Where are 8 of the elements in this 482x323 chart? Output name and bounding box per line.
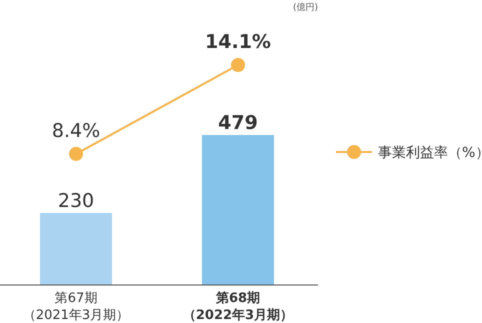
data-label: 479 [218, 112, 258, 134]
text: (億円) [292, 2, 318, 13]
data-label: 230 [58, 190, 94, 212]
x-tick-label: 第67期（2021年3月期） [22, 291, 130, 323]
data-label: 8.4% [52, 120, 100, 142]
x-tick-label: 第68期（2022年3月期） [182, 291, 294, 323]
legend-label: 事業利益率（%） [378, 145, 482, 161]
data-label: 14.1% [205, 31, 271, 53]
